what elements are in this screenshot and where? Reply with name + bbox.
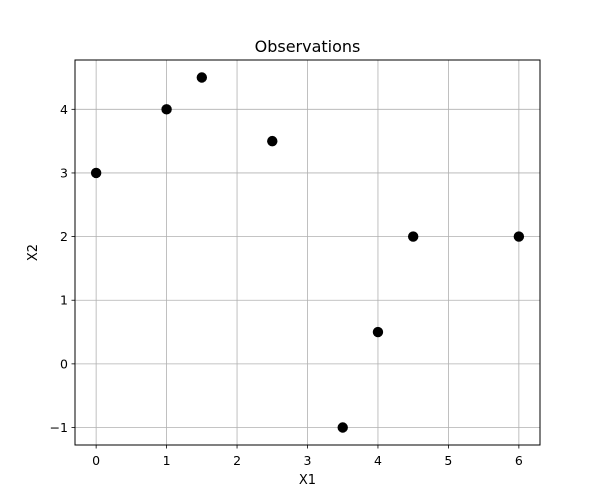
x-tick-label: 5 (444, 453, 452, 468)
data-point (161, 104, 172, 115)
x-tick-label: 6 (515, 453, 523, 468)
chart-title: Observations (255, 37, 361, 56)
y-tick-label: 4 (60, 102, 68, 117)
y-tick-label: 1 (60, 293, 68, 308)
tick-marks (71, 108, 520, 449)
y-tick-label: 3 (60, 165, 68, 180)
y-tick-label: −1 (50, 420, 68, 435)
grid-lines (75, 60, 540, 445)
data-point (267, 135, 278, 147)
y-axis-label: X2 (26, 244, 41, 261)
data-point (407, 231, 419, 242)
data-point (337, 422, 348, 433)
data-point (513, 231, 525, 242)
y-tick-label: 0 (60, 356, 68, 371)
data-point (196, 72, 208, 83)
x-axis-label: X1 (299, 473, 316, 488)
x-tick-label: 0 (92, 453, 100, 468)
x-tick-label: 4 (374, 453, 382, 468)
y-tick-label: 2 (60, 229, 68, 244)
x-tick-label: 1 (163, 453, 171, 468)
x-tick-label: 3 (304, 453, 312, 468)
data-points (90, 72, 525, 433)
x-tick-label: 2 (233, 453, 241, 468)
data-point (90, 167, 102, 179)
tick-labels: 0 1 2 3 4 5 6 −1 0 1 2 3 4 (50, 102, 523, 468)
data-point (372, 326, 384, 338)
